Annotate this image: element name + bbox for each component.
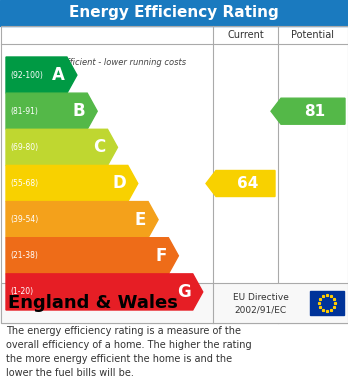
Polygon shape bbox=[6, 202, 158, 238]
Text: Very energy efficient - lower running costs: Very energy efficient - lower running co… bbox=[8, 58, 186, 67]
Text: G: G bbox=[177, 283, 191, 301]
Text: (69-80): (69-80) bbox=[10, 143, 38, 152]
Polygon shape bbox=[271, 98, 345, 124]
Text: F: F bbox=[155, 247, 166, 265]
Polygon shape bbox=[6, 274, 203, 310]
Text: (55-68): (55-68) bbox=[10, 179, 38, 188]
Polygon shape bbox=[6, 93, 97, 129]
Text: 64: 64 bbox=[237, 176, 258, 191]
Text: C: C bbox=[93, 138, 105, 156]
Text: 81: 81 bbox=[304, 104, 326, 119]
Text: (21-38): (21-38) bbox=[10, 251, 38, 260]
Text: overall efficiency of a home. The higher the rating: overall efficiency of a home. The higher… bbox=[6, 340, 252, 350]
Bar bbox=[0, 26, 348, 323]
Text: (81-91): (81-91) bbox=[10, 107, 38, 116]
Text: (1-20): (1-20) bbox=[10, 287, 33, 296]
Text: EU Directive: EU Directive bbox=[232, 292, 288, 301]
Polygon shape bbox=[6, 165, 138, 202]
Text: (92-100): (92-100) bbox=[10, 70, 43, 80]
Polygon shape bbox=[6, 238, 179, 274]
Polygon shape bbox=[6, 129, 118, 165]
Polygon shape bbox=[6, 57, 77, 93]
Text: E: E bbox=[135, 211, 146, 229]
Text: (39-54): (39-54) bbox=[10, 215, 38, 224]
Text: lower the fuel bills will be.: lower the fuel bills will be. bbox=[6, 368, 134, 378]
Bar bbox=[0, 283, 348, 323]
Text: Energy Efficiency Rating: Energy Efficiency Rating bbox=[69, 5, 279, 20]
Text: A: A bbox=[52, 66, 65, 84]
Bar bbox=[310, 291, 344, 315]
Polygon shape bbox=[206, 170, 275, 197]
Text: 2002/91/EC: 2002/91/EC bbox=[235, 306, 286, 315]
Text: B: B bbox=[73, 102, 85, 120]
Text: England & Wales: England & Wales bbox=[8, 294, 178, 312]
Bar bbox=[0, 0, 348, 26]
Text: the more energy efficient the home is and the: the more energy efficient the home is an… bbox=[6, 354, 232, 364]
Text: Potential: Potential bbox=[292, 30, 334, 40]
Text: Current: Current bbox=[227, 30, 264, 40]
Text: Not energy efficient - higher running costs: Not energy efficient - higher running co… bbox=[8, 300, 186, 309]
Text: D: D bbox=[112, 174, 126, 192]
Text: The energy efficiency rating is a measure of the: The energy efficiency rating is a measur… bbox=[6, 326, 241, 336]
